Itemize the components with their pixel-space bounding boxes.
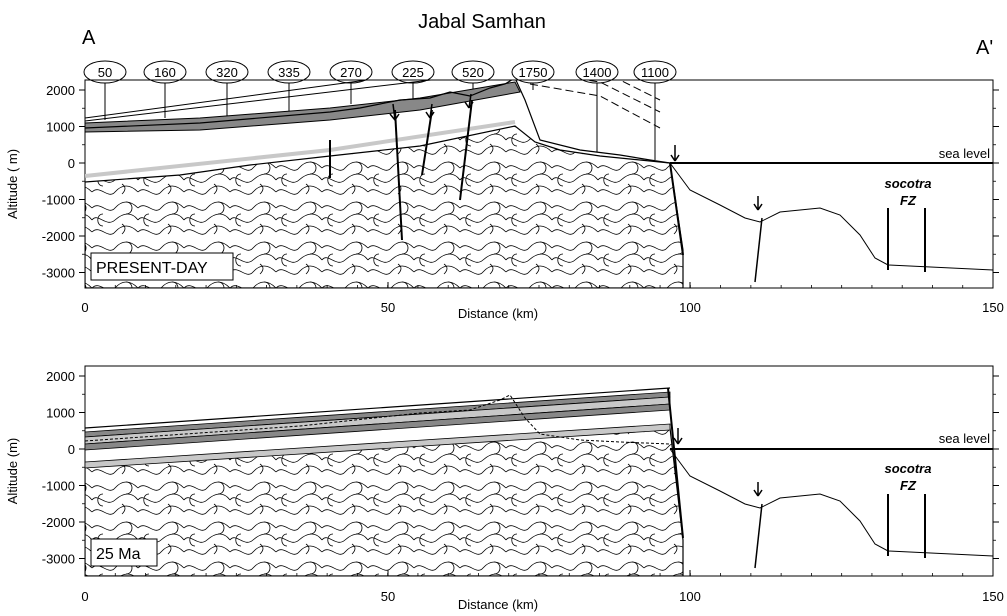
- y-tick-label: -1000: [42, 193, 75, 208]
- y-tick-label: 1000: [46, 406, 75, 421]
- basement: [85, 125, 684, 288]
- thickness-value: 1100: [641, 65, 669, 80]
- figure-title: Jabal Samhan: [418, 11, 546, 33]
- x-tick-label: 150: [982, 589, 1004, 604]
- y-tick-label: -2000: [42, 229, 75, 244]
- thickness-value: 50: [98, 65, 112, 80]
- section-end-label: A': [976, 37, 993, 59]
- y-axis-label: Altitude ( m): [5, 149, 20, 219]
- panel-present-day: sea level socotra FZ PRESENT-DAY Altitud…: [5, 79, 1004, 321]
- axis-ticks: 0 50 100 150 2000 1000 0 -1000 -2000 -3000: [42, 83, 1004, 315]
- thickness-labels: 50 160 320 335 270 225 520 1750 1400 1100: [83, 60, 677, 160]
- x-tick-label: 100: [679, 300, 701, 315]
- y-axis-label: Altitude (m): [5, 438, 20, 504]
- x-tick-label: 50: [381, 300, 395, 315]
- thickness-ellipse: [451, 60, 495, 84]
- y-tick-label: 1000: [46, 120, 75, 135]
- sea-level-label: sea level: [939, 431, 990, 446]
- thickness-value: 160: [154, 65, 176, 80]
- panel-label-box: [90, 252, 234, 281]
- axis-ticks: 0 50 100 150 2000 1000 0 -1000 -2000 -3000: [42, 369, 1004, 604]
- y-tick-label: 0: [68, 156, 75, 171]
- thickness-value: 225: [402, 65, 424, 80]
- x-axis-label: Distance (km): [458, 306, 538, 321]
- fz-label-1: socotra: [885, 461, 932, 476]
- thickness-value: 270: [340, 65, 362, 80]
- bathymetry-profile: [669, 448, 993, 557]
- thickness-value: 320: [216, 65, 238, 80]
- topography-profile: [85, 394, 671, 445]
- panel-25-ma: sea level socotra FZ 25 Ma Altitude (m) …: [5, 365, 1004, 612]
- panel-label: PRESENT-DAY: [96, 260, 208, 277]
- thickness-ellipse: [267, 60, 311, 84]
- thickness-ellipse: [575, 60, 619, 84]
- thickness-value: 1750: [519, 65, 548, 80]
- x-tick-label: 50: [381, 589, 395, 604]
- y-tick-label: -1000: [42, 479, 75, 494]
- thickness-ellipse: [511, 60, 555, 84]
- x-axis-label: Distance (km): [458, 597, 538, 612]
- x-tick-label: 100: [679, 589, 701, 604]
- y-tick-label: 2000: [46, 369, 75, 384]
- basement: [85, 427, 684, 576]
- topography-profile: [85, 80, 671, 164]
- x-tick-label: 0: [81, 300, 88, 315]
- x-tick-label: 0: [81, 589, 88, 604]
- fz-label-1: socotra: [885, 176, 932, 191]
- bathymetry-profile: [669, 162, 993, 271]
- fz-label-2: FZ: [900, 478, 917, 493]
- thickness-ellipse: [205, 60, 249, 84]
- y-tick-label: -3000: [42, 266, 75, 281]
- thickness-value: 1400: [583, 65, 612, 80]
- section-start-label: A: [82, 27, 96, 49]
- y-tick-label: 0: [68, 442, 75, 457]
- panel-label-box: [90, 538, 158, 567]
- y-tick-label: -2000: [42, 515, 75, 530]
- thickness-ellipse: [143, 60, 187, 84]
- panel-label: 25 Ma: [96, 546, 141, 563]
- thickness-ellipse: [391, 60, 435, 84]
- y-tick-label: 2000: [46, 83, 75, 98]
- fz-label-2: FZ: [900, 193, 917, 208]
- y-tick-label: -3000: [42, 552, 75, 567]
- cover-layer: [85, 81, 521, 133]
- thickness-ellipse: [633, 60, 677, 84]
- thickness-value: 335: [278, 65, 300, 80]
- sea-level-label: sea level: [939, 146, 990, 161]
- thickness-ellipse: [83, 60, 127, 84]
- thickness-ellipse: [329, 60, 373, 84]
- x-tick-label: 150: [982, 300, 1004, 315]
- thickness-value: 520: [462, 65, 484, 80]
